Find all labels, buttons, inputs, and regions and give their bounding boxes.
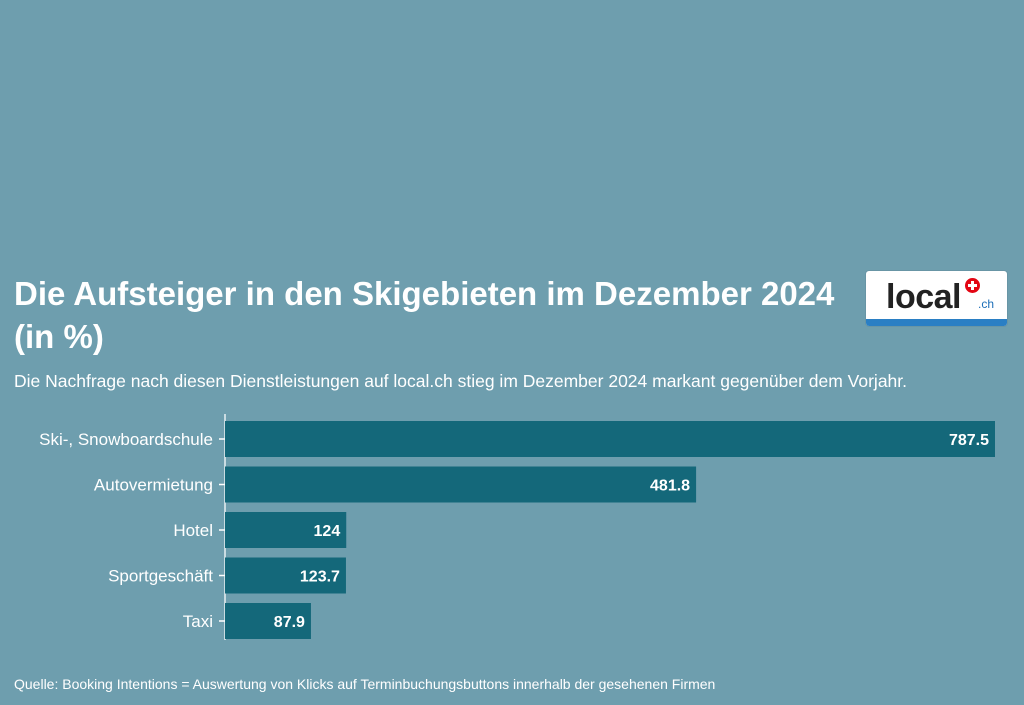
- value-label-2: 124: [314, 523, 341, 540]
- chart-title: Die Aufsteiger in den Skigebieten im Dez…: [14, 275, 835, 355]
- bar-0: [225, 421, 995, 457]
- bar-4: [225, 603, 311, 639]
- category-label-2: Hotel: [173, 521, 213, 540]
- value-label-4: 87.9: [274, 614, 305, 631]
- category-label-1: Autovermietung: [94, 476, 213, 495]
- bar-1: [225, 466, 697, 503]
- chart-subtitle: Die Nachfrage nach diesen Dienstleistung…: [14, 371, 908, 391]
- value-label-0: 787.5: [949, 432, 989, 449]
- logo-stripe: [866, 319, 1007, 326]
- logo-wordmark: local: [886, 278, 961, 316]
- category-label-0: Ski-, Snowboardschule: [39, 430, 213, 449]
- category-label-4: Taxi: [183, 612, 213, 631]
- bar-3: [225, 557, 346, 594]
- source-note: Quelle: Booking Intentions = Auswertung …: [14, 676, 716, 692]
- value-label-1: 481.8: [650, 478, 690, 495]
- bar-2: [225, 512, 347, 548]
- swiss-cross-icon: [965, 278, 980, 293]
- value-label-3: 123.7: [300, 569, 340, 586]
- logo-domain-suffix: .ch: [978, 297, 995, 311]
- local-ch-logo[interactable]: local .ch: [866, 271, 1007, 326]
- category-label-3: Sportgeschäft: [108, 567, 213, 586]
